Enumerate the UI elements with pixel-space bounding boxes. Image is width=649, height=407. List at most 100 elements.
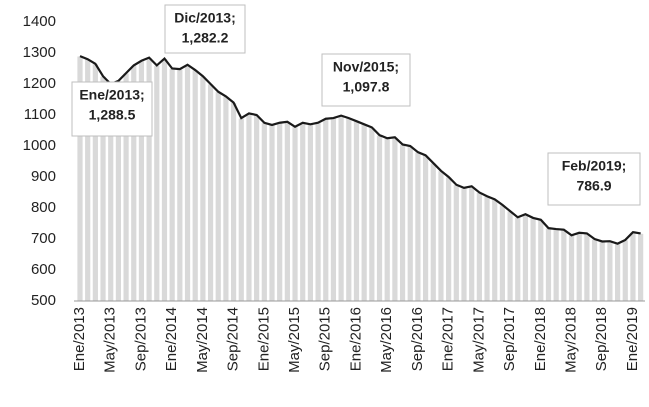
- y-tick-label: 1000: [23, 137, 56, 154]
- bar: [230, 102, 238, 302]
- bar: [614, 243, 621, 302]
- bar: [168, 68, 176, 302]
- annotation: Ene/2013;: [79, 87, 144, 103]
- bar: [391, 136, 399, 302]
- bar: [299, 122, 307, 302]
- bar: [153, 65, 161, 302]
- bar: [207, 83, 214, 302]
- line: [79, 55, 641, 245]
- bar: [445, 176, 453, 302]
- x-tick-label: Ene/2014: [163, 307, 180, 371]
- bar: [522, 213, 529, 302]
- x-tick-label: Ene/2019: [624, 307, 641, 371]
- annotation-box: [71, 81, 153, 137]
- bar: [337, 115, 345, 302]
- y-tick-label: 600: [31, 261, 56, 278]
- x-tick-label: Sep/2014: [225, 307, 242, 371]
- x-tick-label: Sep/2017: [501, 307, 518, 371]
- x-tick-label: Ene/2016: [347, 307, 364, 371]
- annotation: Nov/2015;: [333, 59, 399, 75]
- bar: [253, 114, 261, 302]
- annotation: Feb/2019;: [562, 158, 627, 174]
- bar: [498, 204, 506, 302]
- bar: [399, 144, 406, 302]
- bar: [429, 162, 437, 302]
- bar: [637, 233, 645, 302]
- y-tick-label: 800: [31, 199, 56, 216]
- bar: [545, 227, 552, 302]
- bar: [276, 122, 284, 302]
- bar: [568, 234, 575, 302]
- bar: [161, 58, 168, 302]
- bar: [268, 124, 276, 302]
- bar: [360, 123, 368, 302]
- bar: [552, 228, 560, 302]
- bar: [575, 232, 583, 302]
- x-tick-label: May/2018: [562, 307, 579, 373]
- bar: [191, 69, 199, 302]
- bar: [437, 170, 445, 302]
- bar: [514, 216, 522, 302]
- bar: [460, 187, 468, 302]
- x-tick-label: May/2014: [194, 307, 211, 373]
- x-tick-label: May/2015: [286, 307, 303, 373]
- annotation: 1,097.8: [343, 79, 390, 95]
- bar: [314, 122, 322, 302]
- annotation: Dic/2013;: [174, 10, 235, 26]
- bar: [629, 231, 637, 302]
- bar: [406, 145, 414, 302]
- x-tick-label: Ene/2015: [255, 307, 272, 371]
- bar: [422, 154, 430, 302]
- y-tick-label: 1100: [24, 106, 56, 123]
- y-tick-label: 1200: [23, 75, 56, 92]
- bar: [537, 219, 545, 302]
- annotation-box: [164, 4, 246, 54]
- annotation: 786.9: [576, 178, 611, 194]
- x-tick-label: May/2017: [470, 307, 487, 373]
- bar: [560, 229, 568, 302]
- bar: [291, 126, 299, 302]
- y-tick-label: 1400: [23, 13, 56, 30]
- bar: [598, 241, 606, 302]
- bar: [606, 240, 614, 302]
- bar: [376, 134, 383, 302]
- bar: [184, 64, 191, 302]
- bar: [353, 120, 360, 302]
- y-tick-label: 700: [31, 230, 56, 247]
- x-tick-label: Ene/2013: [71, 307, 88, 371]
- bar: [330, 117, 337, 302]
- bar: [468, 185, 476, 302]
- bar: [583, 233, 591, 302]
- x-tick-label: Sep/2018: [593, 307, 610, 371]
- x-tick-label: May/2013: [102, 307, 119, 373]
- x-tick-label: Sep/2015: [317, 307, 334, 371]
- bar: [475, 192, 483, 302]
- bar: [483, 195, 491, 302]
- annotation: 1,288.5: [89, 107, 136, 123]
- y-tick-label: 1300: [23, 44, 56, 61]
- bar: [452, 184, 460, 302]
- bar: [260, 122, 268, 302]
- bar: [491, 198, 499, 302]
- bar: [591, 238, 598, 302]
- bar: [283, 121, 291, 302]
- bar: [322, 118, 330, 302]
- y-tick-label: 500: [31, 292, 56, 309]
- bar: [383, 137, 391, 302]
- bar: [222, 96, 230, 302]
- annotation-box: [547, 152, 641, 206]
- bar: [506, 210, 514, 302]
- bar: [621, 239, 629, 302]
- x-tick-label: Ene/2018: [532, 307, 549, 371]
- bar: [245, 113, 253, 302]
- annotation: 1,282.2: [182, 30, 229, 46]
- bar: [176, 68, 184, 302]
- bar: [368, 127, 376, 302]
- bar: [306, 123, 314, 302]
- x-tick-label: Sep/2013: [132, 307, 149, 371]
- bar: [529, 217, 537, 302]
- annotation-box: [321, 53, 411, 107]
- y-tick-label: 900: [31, 168, 56, 185]
- bar: [345, 117, 353, 302]
